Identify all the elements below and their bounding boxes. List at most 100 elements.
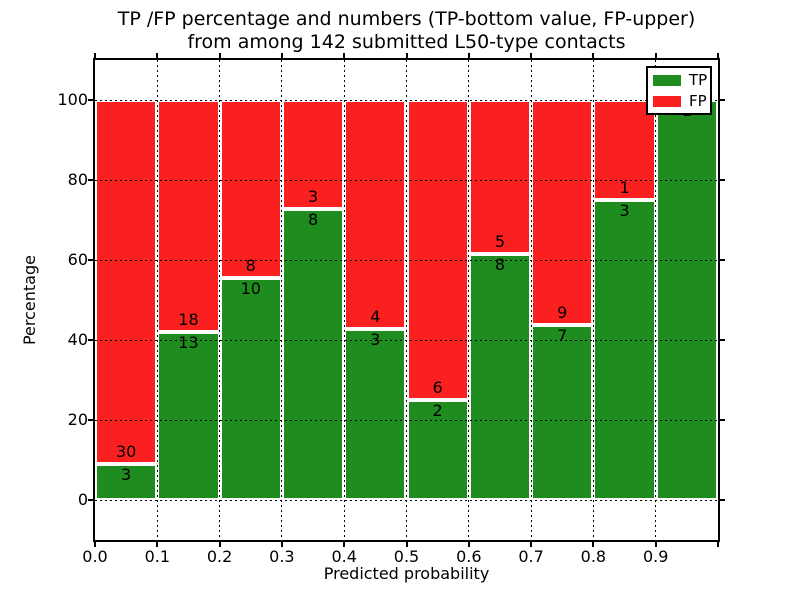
fp-color-swatch <box>653 95 681 107</box>
fp-bar-segment <box>593 100 656 200</box>
tp-count-label: 10 <box>240 278 261 298</box>
y-tick-mark-right <box>720 179 725 181</box>
x-tick-mark-top <box>717 53 719 58</box>
tp-count-label: 13 <box>178 333 199 353</box>
y-tick-mark-right <box>720 339 725 341</box>
y-tick-mark-right <box>720 99 725 101</box>
legend-item-tp: TP <box>653 72 707 88</box>
legend: TP FP <box>646 66 712 115</box>
fp-bar-segment <box>344 100 407 329</box>
tp-count-label: 3 <box>121 464 132 484</box>
x-tick-label: 0.9 <box>642 547 669 566</box>
fp-count-label: 4 <box>370 306 381 326</box>
x-tick-mark <box>717 542 719 547</box>
x-tick-label: 0.6 <box>456 547 482 566</box>
x-tick-mark <box>343 542 346 547</box>
chart-title: TP /FP percentage and numbers (TP-bottom… <box>95 8 718 54</box>
x-gridline <box>592 60 594 540</box>
x-tick-mark <box>156 542 159 547</box>
chart-title-line2: from among 142 submitted L50-type contac… <box>187 31 626 53</box>
x-tick-mark-top <box>343 53 346 58</box>
x-tick-label: 0.7 <box>518 547 544 566</box>
x-tick-mark-top <box>530 53 533 58</box>
y-tick-mark-right <box>720 499 725 501</box>
y-tick-mark <box>88 339 93 341</box>
x-gridline <box>219 60 221 540</box>
y-tick-mark <box>88 499 93 501</box>
tp-count-label: 3 <box>619 201 630 220</box>
legend-item-fp: FP <box>653 92 707 110</box>
x-tick-label: 0.8 <box>580 547 607 566</box>
x-axis-label: Predicted probability <box>323 564 490 583</box>
fp-bar-segment <box>281 100 345 210</box>
chart-title-line1: TP /FP percentage and numbers (TP-bottom… <box>117 8 696 30</box>
x-gridline <box>468 60 470 540</box>
x-gridline <box>156 60 158 540</box>
x-tick-mark <box>94 542 96 547</box>
tp-count-label: 8 <box>307 210 319 230</box>
tp-bar-segment <box>655 100 718 500</box>
x-tick-mark-top <box>218 53 221 58</box>
x-tick-mark-top <box>467 53 470 58</box>
fp-count-label: 8 <box>245 255 256 275</box>
y-tick-mark <box>88 179 93 181</box>
tp-bar-segment <box>219 277 282 500</box>
x-gridline <box>655 60 657 540</box>
tp-bar-segment <box>281 209 345 500</box>
y-tick-mark-right <box>720 419 725 421</box>
y-tick-mark-right <box>720 259 725 261</box>
x-tick-mark <box>280 542 283 547</box>
plot-area: 30318138103843625897131 <box>95 60 718 540</box>
y-tick-label: 40 <box>67 330 88 349</box>
fp-count-label: 18 <box>178 310 199 330</box>
y-tick-label: 60 <box>67 250 88 269</box>
x-gridline <box>406 60 407 540</box>
y-tick-mark <box>88 259 93 261</box>
x-tick-mark-top <box>405 53 408 58</box>
tp-count-label: 8 <box>494 254 506 274</box>
tp-bar-segment <box>468 253 532 500</box>
tp-bar-segment <box>344 328 407 500</box>
tp-bar-segment <box>95 463 158 500</box>
x-tick-mark <box>592 542 595 547</box>
tp-color-swatch <box>653 74 681 86</box>
x-tick-mark-top <box>654 53 657 58</box>
legend-item-label: FP <box>689 92 707 110</box>
tp-bar-segment <box>531 325 594 500</box>
x-tick-mark-top <box>280 53 283 58</box>
y-tick-label: 100 <box>57 90 88 109</box>
x-tick-label: 0.0 <box>82 547 108 566</box>
x-tick-mark <box>654 542 657 547</box>
x-tick-label: 0.2 <box>206 547 233 566</box>
fp-bar-segment <box>406 100 469 400</box>
y-tick-label: 0 <box>77 490 88 509</box>
x-tick-label: 0.4 <box>331 547 357 566</box>
x-tick-mark-top <box>156 53 159 58</box>
tp-bar-segment <box>406 400 469 500</box>
fp-bar-segment <box>468 100 532 254</box>
tp-count-label: 7 <box>557 326 568 345</box>
y-tick-label: 20 <box>67 410 88 429</box>
y-axis-label: Percentage <box>20 255 39 346</box>
x-tick-mark <box>405 542 408 547</box>
x-tick-label: 0.5 <box>393 547 420 566</box>
x-tick-mark <box>218 542 221 547</box>
fp-count-label: 5 <box>494 231 506 251</box>
tp-bar-segment <box>157 332 220 500</box>
fp-bar-segment <box>531 100 594 325</box>
fp-count-label: 1 <box>619 178 630 197</box>
fp-bar-segment <box>95 100 158 464</box>
x-tick-label: 0.3 <box>269 547 295 566</box>
fp-count-label: 30 <box>115 441 137 461</box>
x-tick-mark-top <box>94 53 96 58</box>
x-tick-mark-top <box>592 53 595 58</box>
x-gridline <box>281 60 283 540</box>
y-tick-mark <box>88 99 93 101</box>
tp-count-label: 2 <box>432 401 443 420</box>
tp-bar-segment <box>593 200 656 500</box>
fp-count-label: 3 <box>307 187 319 207</box>
x-gridline <box>343 60 345 540</box>
x-tick-label: 0.1 <box>144 547 171 566</box>
x-tick-mark <box>530 542 533 547</box>
y-tick-mark <box>88 419 93 421</box>
